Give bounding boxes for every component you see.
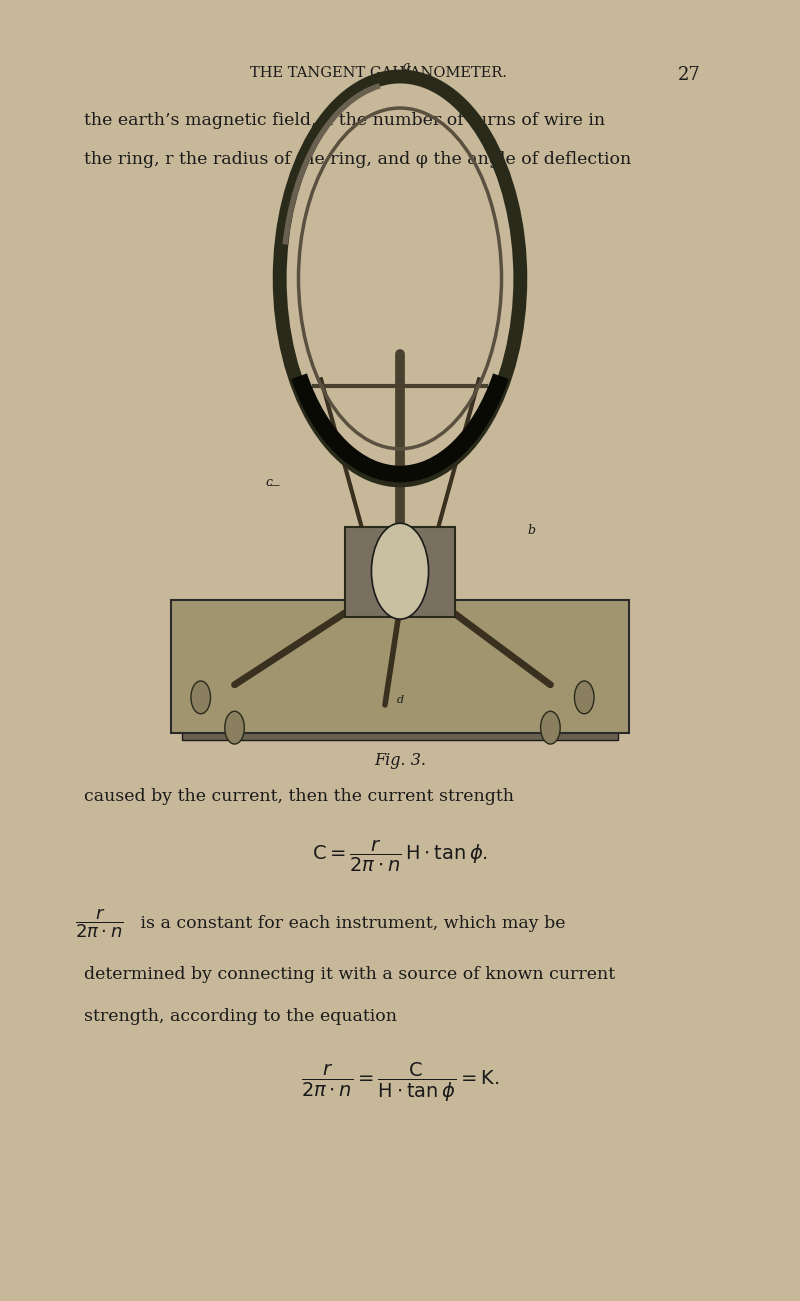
Text: caused by the current, then the current strength: caused by the current, then the current … [84, 788, 514, 805]
FancyBboxPatch shape [182, 718, 618, 740]
Circle shape [191, 680, 210, 714]
Circle shape [371, 523, 429, 619]
Text: $\dfrac{r}{2\pi \cdot n} = \dfrac{\mathrm{C}}{\mathrm{H}\cdot\tan\phi} = \mathrm: $\dfrac{r}{2\pi \cdot n} = \dfrac{\mathr… [301, 1060, 499, 1103]
Circle shape [574, 680, 594, 714]
Text: the earth’s magnetic field, n the number of turns of wire in: the earth’s magnetic field, n the number… [84, 112, 606, 129]
Text: d: d [397, 695, 403, 705]
Circle shape [541, 712, 560, 744]
Text: 27: 27 [678, 66, 701, 85]
Text: determined by connecting it with a source of known current: determined by connecting it with a sourc… [84, 967, 615, 984]
Text: THE TANGENT GALVANOMETER.: THE TANGENT GALVANOMETER. [250, 66, 506, 81]
Text: a: a [402, 60, 410, 73]
Text: the ring, r the radius of the ring, and φ the angle of deflection: the ring, r the radius of the ring, and … [84, 151, 631, 168]
Text: $\dfrac{r}{2\pi \cdot n}$: $\dfrac{r}{2\pi \cdot n}$ [75, 907, 123, 941]
Text: c: c [265, 476, 272, 489]
Text: Fig. 3.: Fig. 3. [374, 752, 426, 769]
Circle shape [225, 712, 244, 744]
Text: —: — [269, 480, 280, 490]
Text: strength, according to the equation: strength, according to the equation [84, 1008, 397, 1025]
Text: is a constant for each instrument, which may be: is a constant for each instrument, which… [135, 915, 566, 932]
Text: b: b [528, 524, 536, 537]
FancyBboxPatch shape [170, 600, 630, 732]
Text: $\mathrm{C} = \dfrac{r}{2\pi \cdot n}\,\mathrm{H}\cdot\tan\phi.$: $\mathrm{C} = \dfrac{r}{2\pi \cdot n}\,\… [312, 839, 488, 874]
FancyBboxPatch shape [345, 527, 455, 617]
